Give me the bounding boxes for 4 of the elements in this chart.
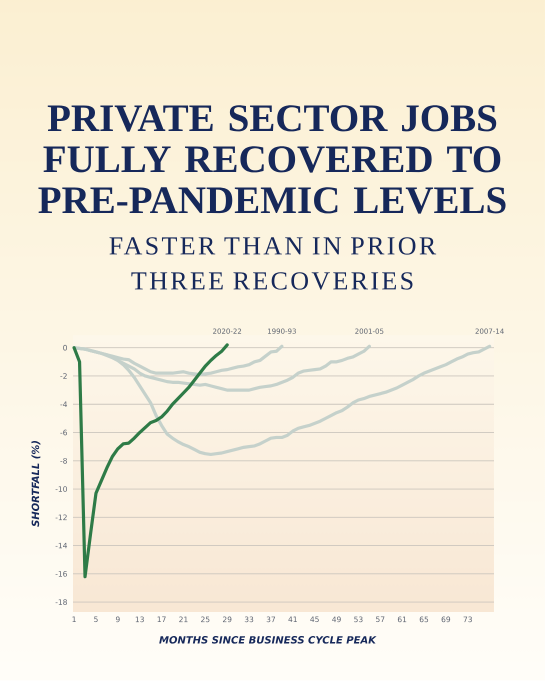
chart-subtitle: FASTER THAN IN PRIOR THREE RECOVERIES [109,237,436,290]
x-axis-title: MONTHS SINCE BUSINESS CYCLE PEAK [159,636,377,644]
chart-title: PRIVATE SECTOR JOBS FULLY RECOVERED TO PRE-PANDEMIC LEVELS [38,105,506,214]
y-axis-title: SHORTFALL (%) [31,441,40,527]
